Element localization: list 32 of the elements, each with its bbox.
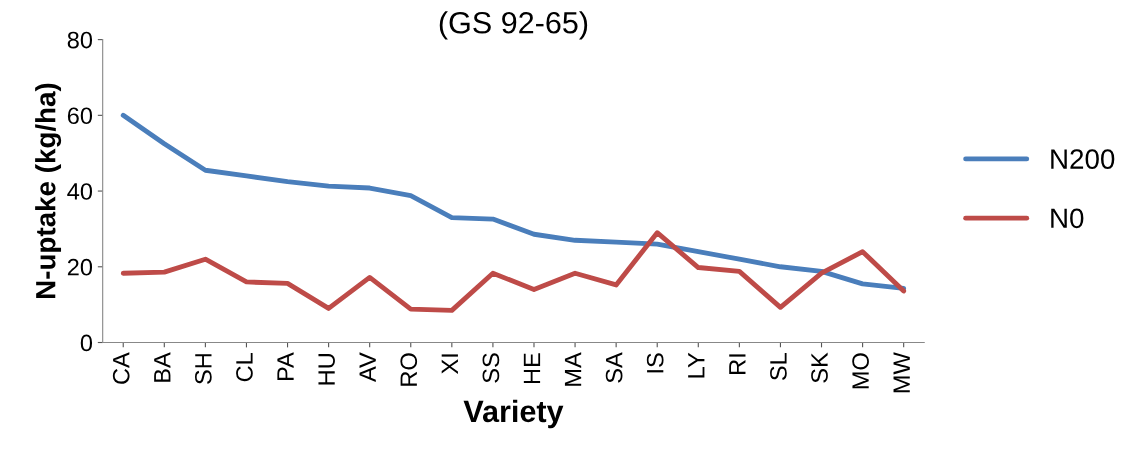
legend-label: N0 — [1051, 208, 1084, 229]
x-tick-label: BA — [154, 352, 171, 382]
x-tick-label: SA — [605, 352, 623, 383]
x-tick-label: AV — [359, 352, 376, 382]
y-tick-label: 80 — [67, 31, 93, 49]
x-axis-title: Variety — [463, 399, 564, 429]
x-tick-label: CL — [236, 353, 253, 382]
line-series — [120, 112, 907, 291]
x-tick-label: CA — [112, 352, 130, 384]
x-tick-label: SL — [770, 353, 787, 381]
x-tick-label: HU — [318, 354, 335, 385]
x-tick-label: MO — [852, 353, 869, 389]
y-tick-label: 20 — [67, 258, 93, 276]
chart-title: (GS 92-65) — [439, 11, 588, 40]
x-tick-label: RO — [400, 353, 418, 386]
legend-label: N200 — [1051, 149, 1115, 169]
x-tick-label: IS — [646, 353, 664, 373]
y-tick-label: 40 — [67, 183, 93, 200]
x-tick-label: PA — [277, 352, 294, 381]
y-axis-title: N-uptake (kg/ha) — [35, 83, 62, 298]
x-tick-label: SS — [482, 353, 500, 383]
x-tick-label: MA — [564, 352, 582, 386]
x-tick-label: SK — [811, 352, 828, 383]
y-tick-label: 0 — [80, 334, 93, 352]
x-tick-label: RI — [729, 354, 746, 374]
y-tick-label: 60 — [67, 107, 93, 125]
x-tick-label: LY — [688, 352, 705, 378]
line-series — [120, 230, 907, 313]
x-tick-label: XI — [441, 354, 458, 375]
x-tick-label: SH — [195, 354, 212, 384]
x-tick-label: HE — [523, 353, 541, 384]
x-tick-label: MW — [893, 352, 910, 393]
